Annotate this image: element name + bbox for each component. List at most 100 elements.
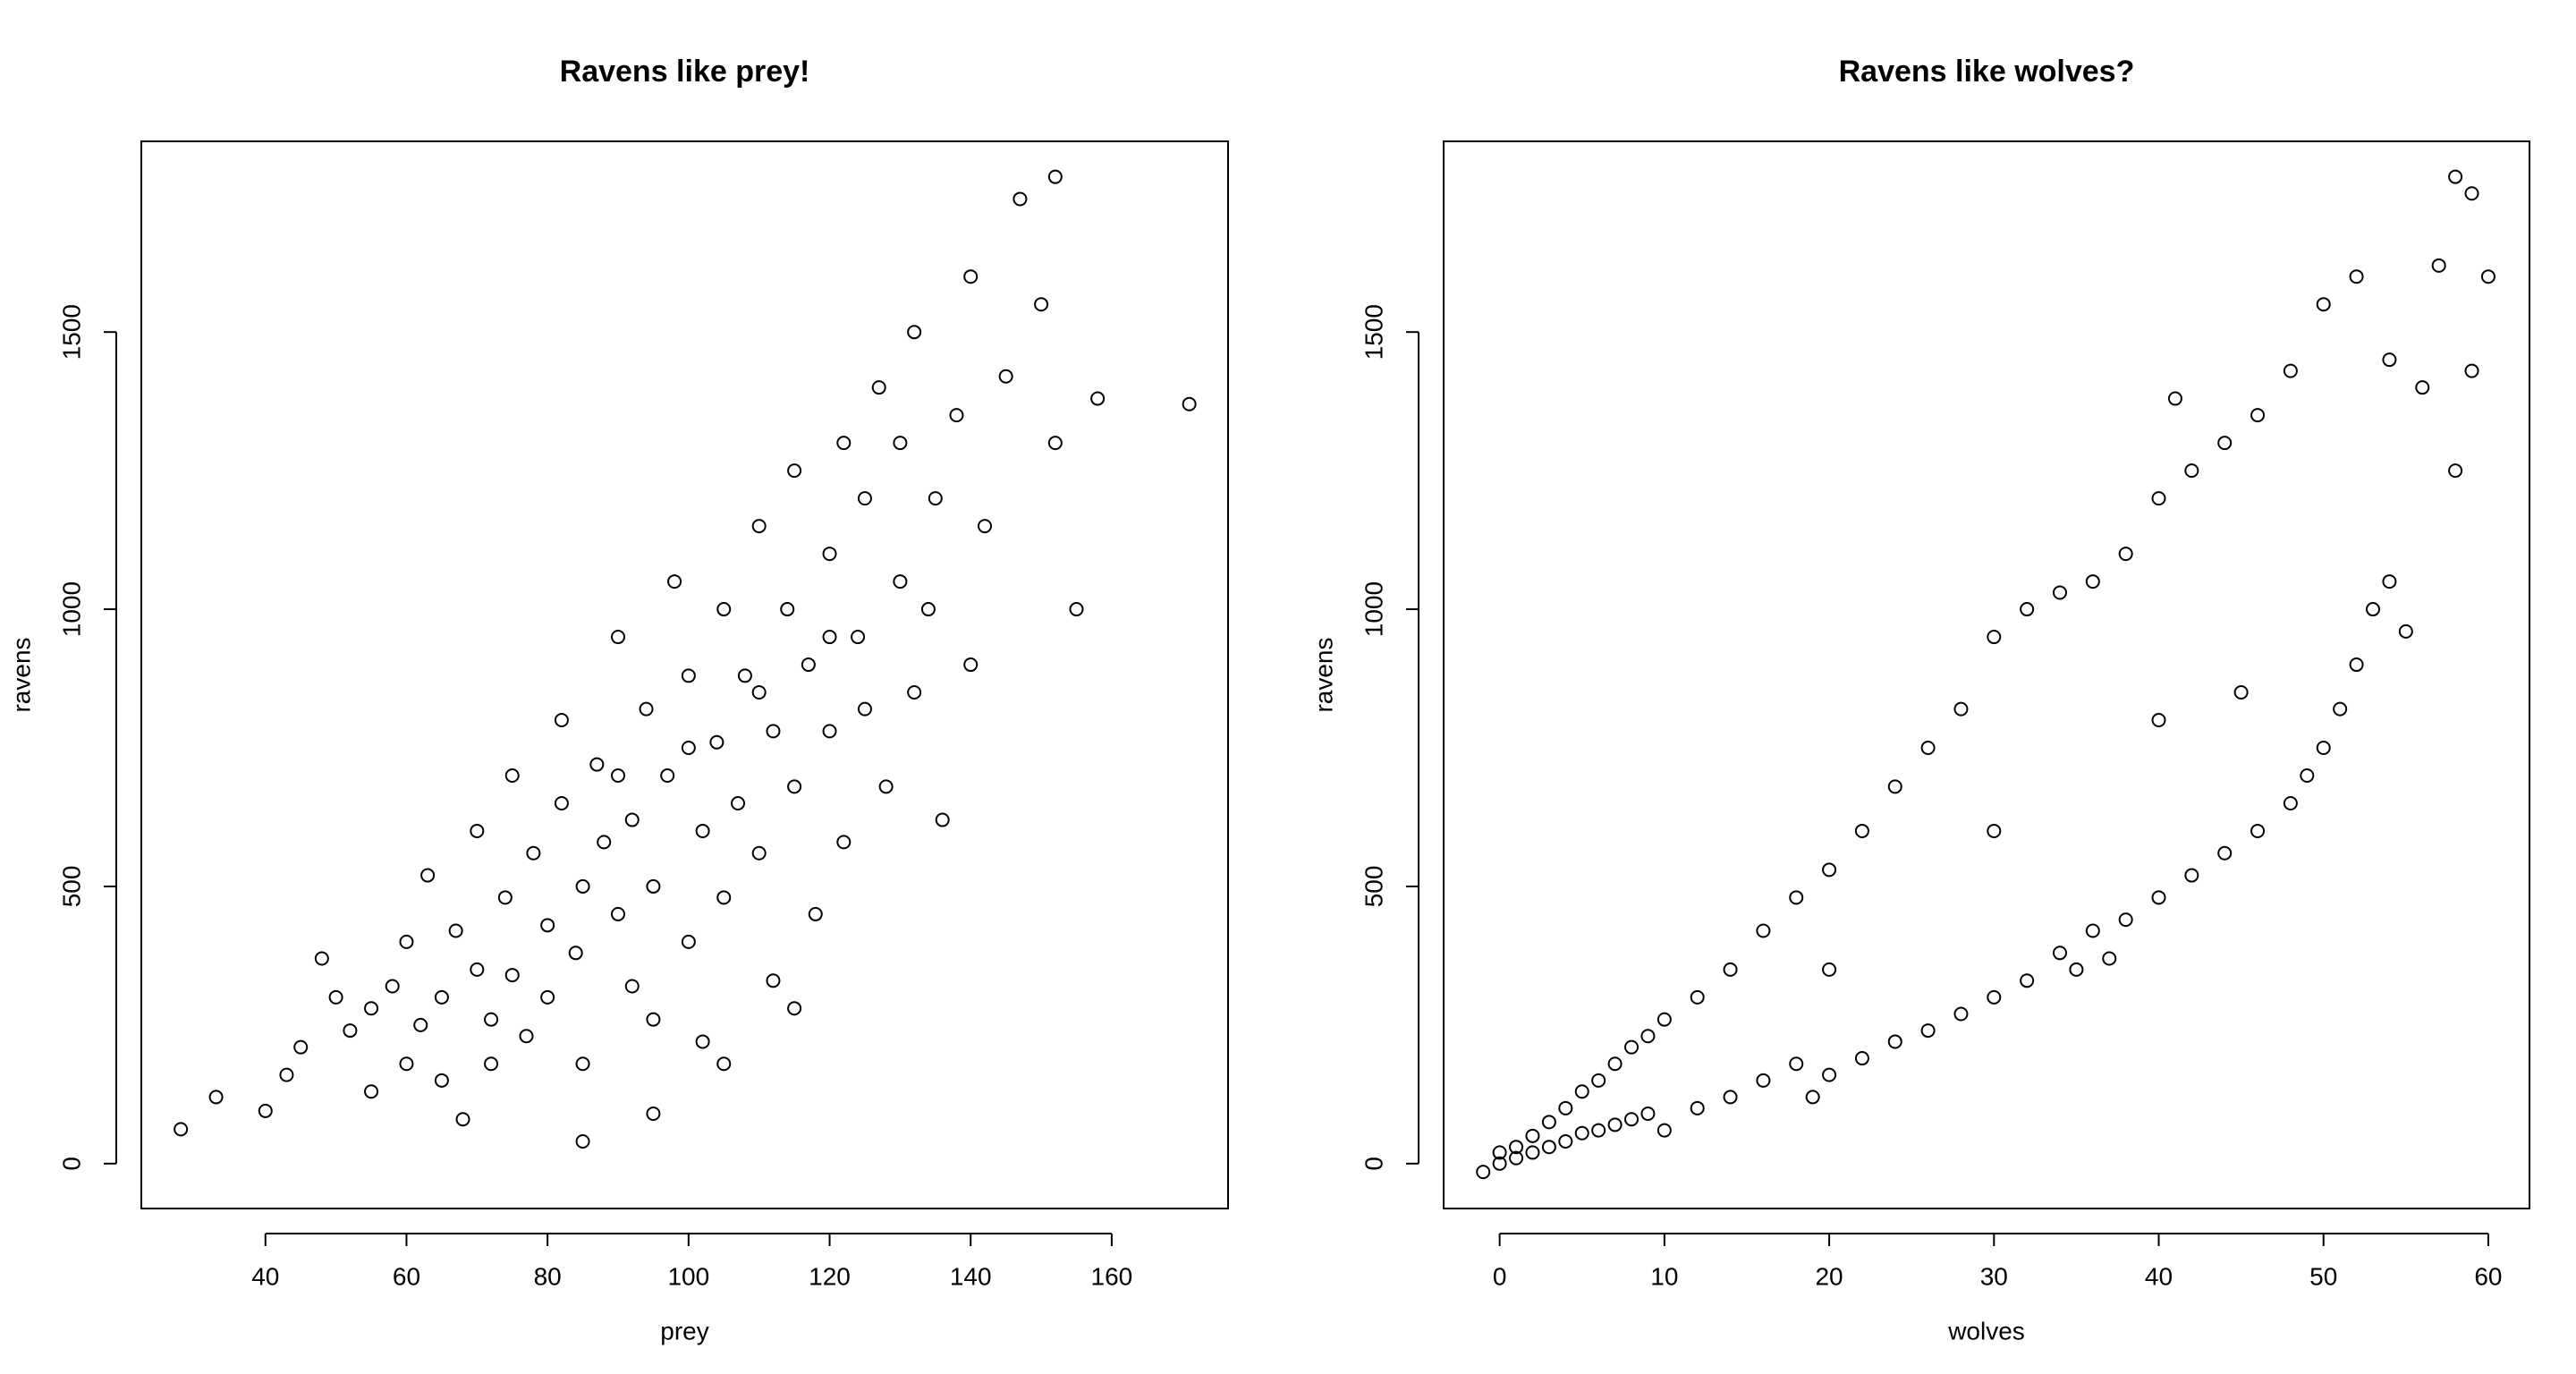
point [624, 812, 640, 827]
point [2349, 269, 2364, 284]
point [893, 574, 908, 589]
point [610, 768, 625, 783]
point [434, 1073, 449, 1088]
point [2480, 269, 2496, 284]
point [2448, 169, 2463, 184]
point [1887, 1034, 1902, 1049]
point [907, 685, 922, 700]
point [1920, 740, 1936, 755]
point [455, 1112, 470, 1127]
point [540, 989, 555, 1005]
point [2431, 258, 2446, 273]
point [949, 408, 964, 423]
point [1805, 1090, 1820, 1105]
point [1069, 602, 1084, 617]
point [575, 1056, 590, 1072]
point [709, 734, 724, 750]
point [1690, 989, 1705, 1005]
point [808, 906, 823, 921]
point [681, 740, 696, 755]
point [695, 823, 710, 838]
point [716, 602, 732, 617]
point [434, 989, 449, 1005]
point [646, 1012, 661, 1027]
point [2398, 623, 2413, 639]
point [484, 1056, 499, 1072]
point [526, 845, 541, 861]
point [822, 547, 837, 562]
x-tick-label: 50 [2309, 1262, 2337, 1290]
point [1476, 1165, 1491, 1180]
point [857, 701, 872, 717]
point [1591, 1073, 1606, 1088]
point [1607, 1117, 1623, 1132]
point [470, 962, 485, 977]
x-tick-label: 40 [2145, 1262, 2173, 1290]
point [2151, 491, 2166, 506]
point [878, 779, 894, 794]
point [1509, 1140, 1524, 1155]
x-axis-label: wolves [1947, 1317, 2025, 1344]
point [1492, 1145, 1507, 1160]
point [504, 768, 520, 783]
point [667, 574, 682, 589]
point [766, 724, 781, 739]
x-tick-label: 80 [534, 1262, 562, 1290]
point [1789, 1056, 1804, 1072]
point [2365, 602, 2380, 617]
point [610, 630, 625, 645]
point [963, 269, 979, 284]
point [1574, 1125, 1589, 1141]
point [751, 845, 767, 861]
point [977, 519, 992, 534]
point [174, 1122, 189, 1137]
point [2250, 408, 2266, 423]
point [646, 878, 661, 894]
point [2118, 912, 2133, 928]
x-tick-label: 30 [1980, 1262, 2008, 1290]
point [1756, 923, 1771, 938]
point [1624, 1112, 1640, 1127]
point [787, 463, 802, 479]
point [554, 713, 569, 728]
x-tick-label: 0 [1493, 1262, 1507, 1290]
point [1690, 1100, 1705, 1115]
point [2233, 685, 2249, 700]
point [1789, 890, 1804, 905]
point [293, 1039, 309, 1055]
point [1509, 1150, 1524, 1166]
point [2283, 363, 2298, 378]
chart-title: Ravens like wolves? [1839, 55, 2135, 89]
point [2349, 657, 2364, 673]
y-tick-label: 1500 [1360, 304, 1387, 360]
point [2217, 845, 2233, 861]
point [1987, 989, 2002, 1005]
y-tick-label: 1500 [57, 304, 85, 360]
point [1640, 1107, 1656, 1122]
point [681, 668, 696, 683]
point [1541, 1115, 1556, 1130]
point [695, 1034, 710, 1049]
point [1723, 1090, 1738, 1105]
point [907, 325, 922, 340]
point [1090, 391, 1106, 406]
point [1558, 1134, 1573, 1149]
point [2151, 713, 2166, 728]
y-tick-label: 500 [57, 866, 85, 908]
point [1034, 297, 1049, 312]
point [624, 979, 640, 994]
point [857, 491, 872, 506]
point [1624, 1039, 1640, 1055]
point [1182, 396, 1197, 411]
point [1541, 1140, 1556, 1155]
point [279, 1067, 294, 1082]
point [928, 491, 943, 506]
point [716, 1056, 732, 1072]
point [554, 795, 569, 810]
point [470, 823, 485, 838]
y-tick-label: 500 [1360, 866, 1387, 908]
point [871, 380, 886, 395]
x-tick-label: 120 [809, 1262, 851, 1290]
point [822, 630, 837, 645]
point [2020, 602, 2035, 617]
